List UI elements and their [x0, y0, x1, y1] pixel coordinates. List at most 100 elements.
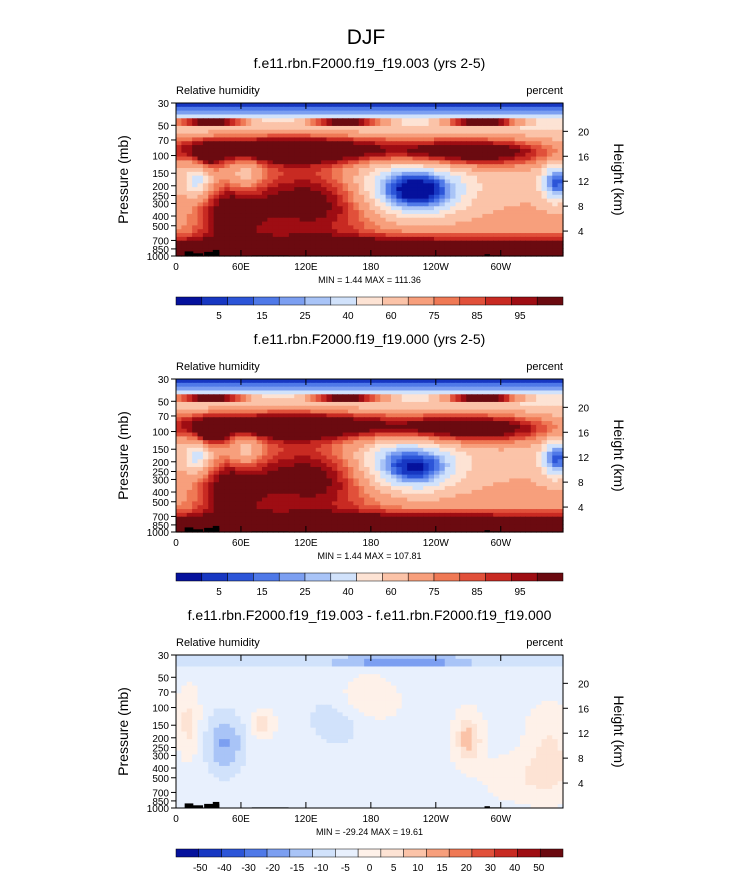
field-cell [192, 217, 199, 223]
field-cell [176, 179, 182, 184]
field-cell [401, 114, 408, 119]
field-cell [321, 148, 328, 154]
field-cell [229, 482, 236, 487]
field-cell [407, 221, 414, 226]
field-cell [391, 236, 397, 242]
field-cell [428, 190, 435, 196]
field-cell [315, 478, 322, 483]
field-cell [487, 145, 494, 150]
field-cell [272, 240, 279, 246]
field-cell [186, 198, 193, 204]
field-cell [407, 183, 414, 188]
field-cell [358, 478, 365, 483]
field-cell [240, 390, 247, 395]
field-cell [202, 106, 209, 112]
field-cell [315, 156, 322, 161]
field-cell [482, 398, 489, 403]
field-cell [369, 221, 376, 226]
field-cell [219, 459, 225, 464]
field-cell [546, 401, 553, 407]
field-cell [229, 229, 236, 234]
field-cell [299, 206, 306, 211]
field-cell [407, 252, 414, 257]
field-cell [546, 244, 553, 249]
field-cell [353, 122, 360, 127]
field-cell [530, 152, 537, 158]
field-cell [417, 436, 424, 441]
field-cell [240, 160, 247, 165]
field-cell [288, 463, 295, 468]
field-cell [450, 133, 457, 139]
field-cell [310, 168, 317, 173]
field-cell [509, 248, 516, 253]
field-cell [509, 221, 516, 226]
field-cell [305, 110, 311, 116]
field-cell [235, 125, 242, 131]
field-cell [288, 440, 295, 445]
field-cell [541, 432, 548, 437]
field-cell [546, 175, 553, 181]
field-cell [337, 145, 344, 150]
field-cell [396, 436, 403, 441]
field-cell [245, 409, 252, 415]
field-cell [450, 382, 457, 388]
field-cell [176, 248, 182, 253]
field-cell [536, 432, 543, 437]
field-cell [186, 179, 193, 184]
field-cell [262, 202, 268, 207]
field-cell [283, 413, 290, 418]
field-cell [417, 482, 424, 487]
field-cell [391, 194, 397, 200]
field-cell [407, 248, 414, 253]
field-cell [315, 432, 322, 437]
field-cell [546, 432, 553, 437]
field-cell [321, 114, 328, 119]
field-cell [455, 122, 462, 127]
field-cell [487, 390, 494, 395]
field-cell [428, 409, 435, 415]
field-cell [240, 202, 247, 207]
field-cell [278, 175, 285, 181]
field-cell [493, 129, 500, 135]
field-cell [380, 187, 387, 192]
field-cell [407, 455, 414, 460]
field-cell [514, 252, 521, 257]
field-cell [380, 244, 387, 249]
field-cell [460, 482, 467, 487]
field-cell [455, 421, 462, 426]
field-cell [278, 156, 285, 161]
field-cell [208, 455, 215, 460]
field-cell [262, 190, 268, 196]
field-cell [428, 252, 435, 257]
field-cell [385, 225, 392, 230]
field-cell [181, 236, 188, 242]
field-cell [439, 171, 446, 177]
field-cell [444, 379, 451, 384]
field-cell [192, 152, 199, 158]
field-cell [466, 110, 473, 116]
field-cell [181, 125, 188, 131]
field-cell [197, 125, 204, 131]
field-cell [202, 187, 209, 192]
field-cell [396, 466, 403, 472]
field-cell [321, 405, 328, 411]
field-cell [546, 145, 553, 150]
field-cell [305, 482, 311, 487]
field-cell [369, 133, 376, 139]
field-cell [192, 183, 199, 188]
field-cell [186, 244, 193, 249]
field-cell [321, 229, 328, 234]
field-cell [192, 194, 199, 200]
field-cell [235, 202, 242, 207]
field-cell [310, 478, 317, 483]
field-cell [240, 156, 247, 161]
field-cell [353, 125, 360, 131]
field-cell [460, 164, 467, 169]
field-cell [278, 394, 285, 399]
field-cell [503, 118, 510, 123]
field-cell [305, 141, 311, 146]
field-cell [552, 183, 559, 188]
field-cell [444, 122, 451, 127]
field-cell [283, 379, 290, 384]
field-cell [267, 137, 274, 142]
